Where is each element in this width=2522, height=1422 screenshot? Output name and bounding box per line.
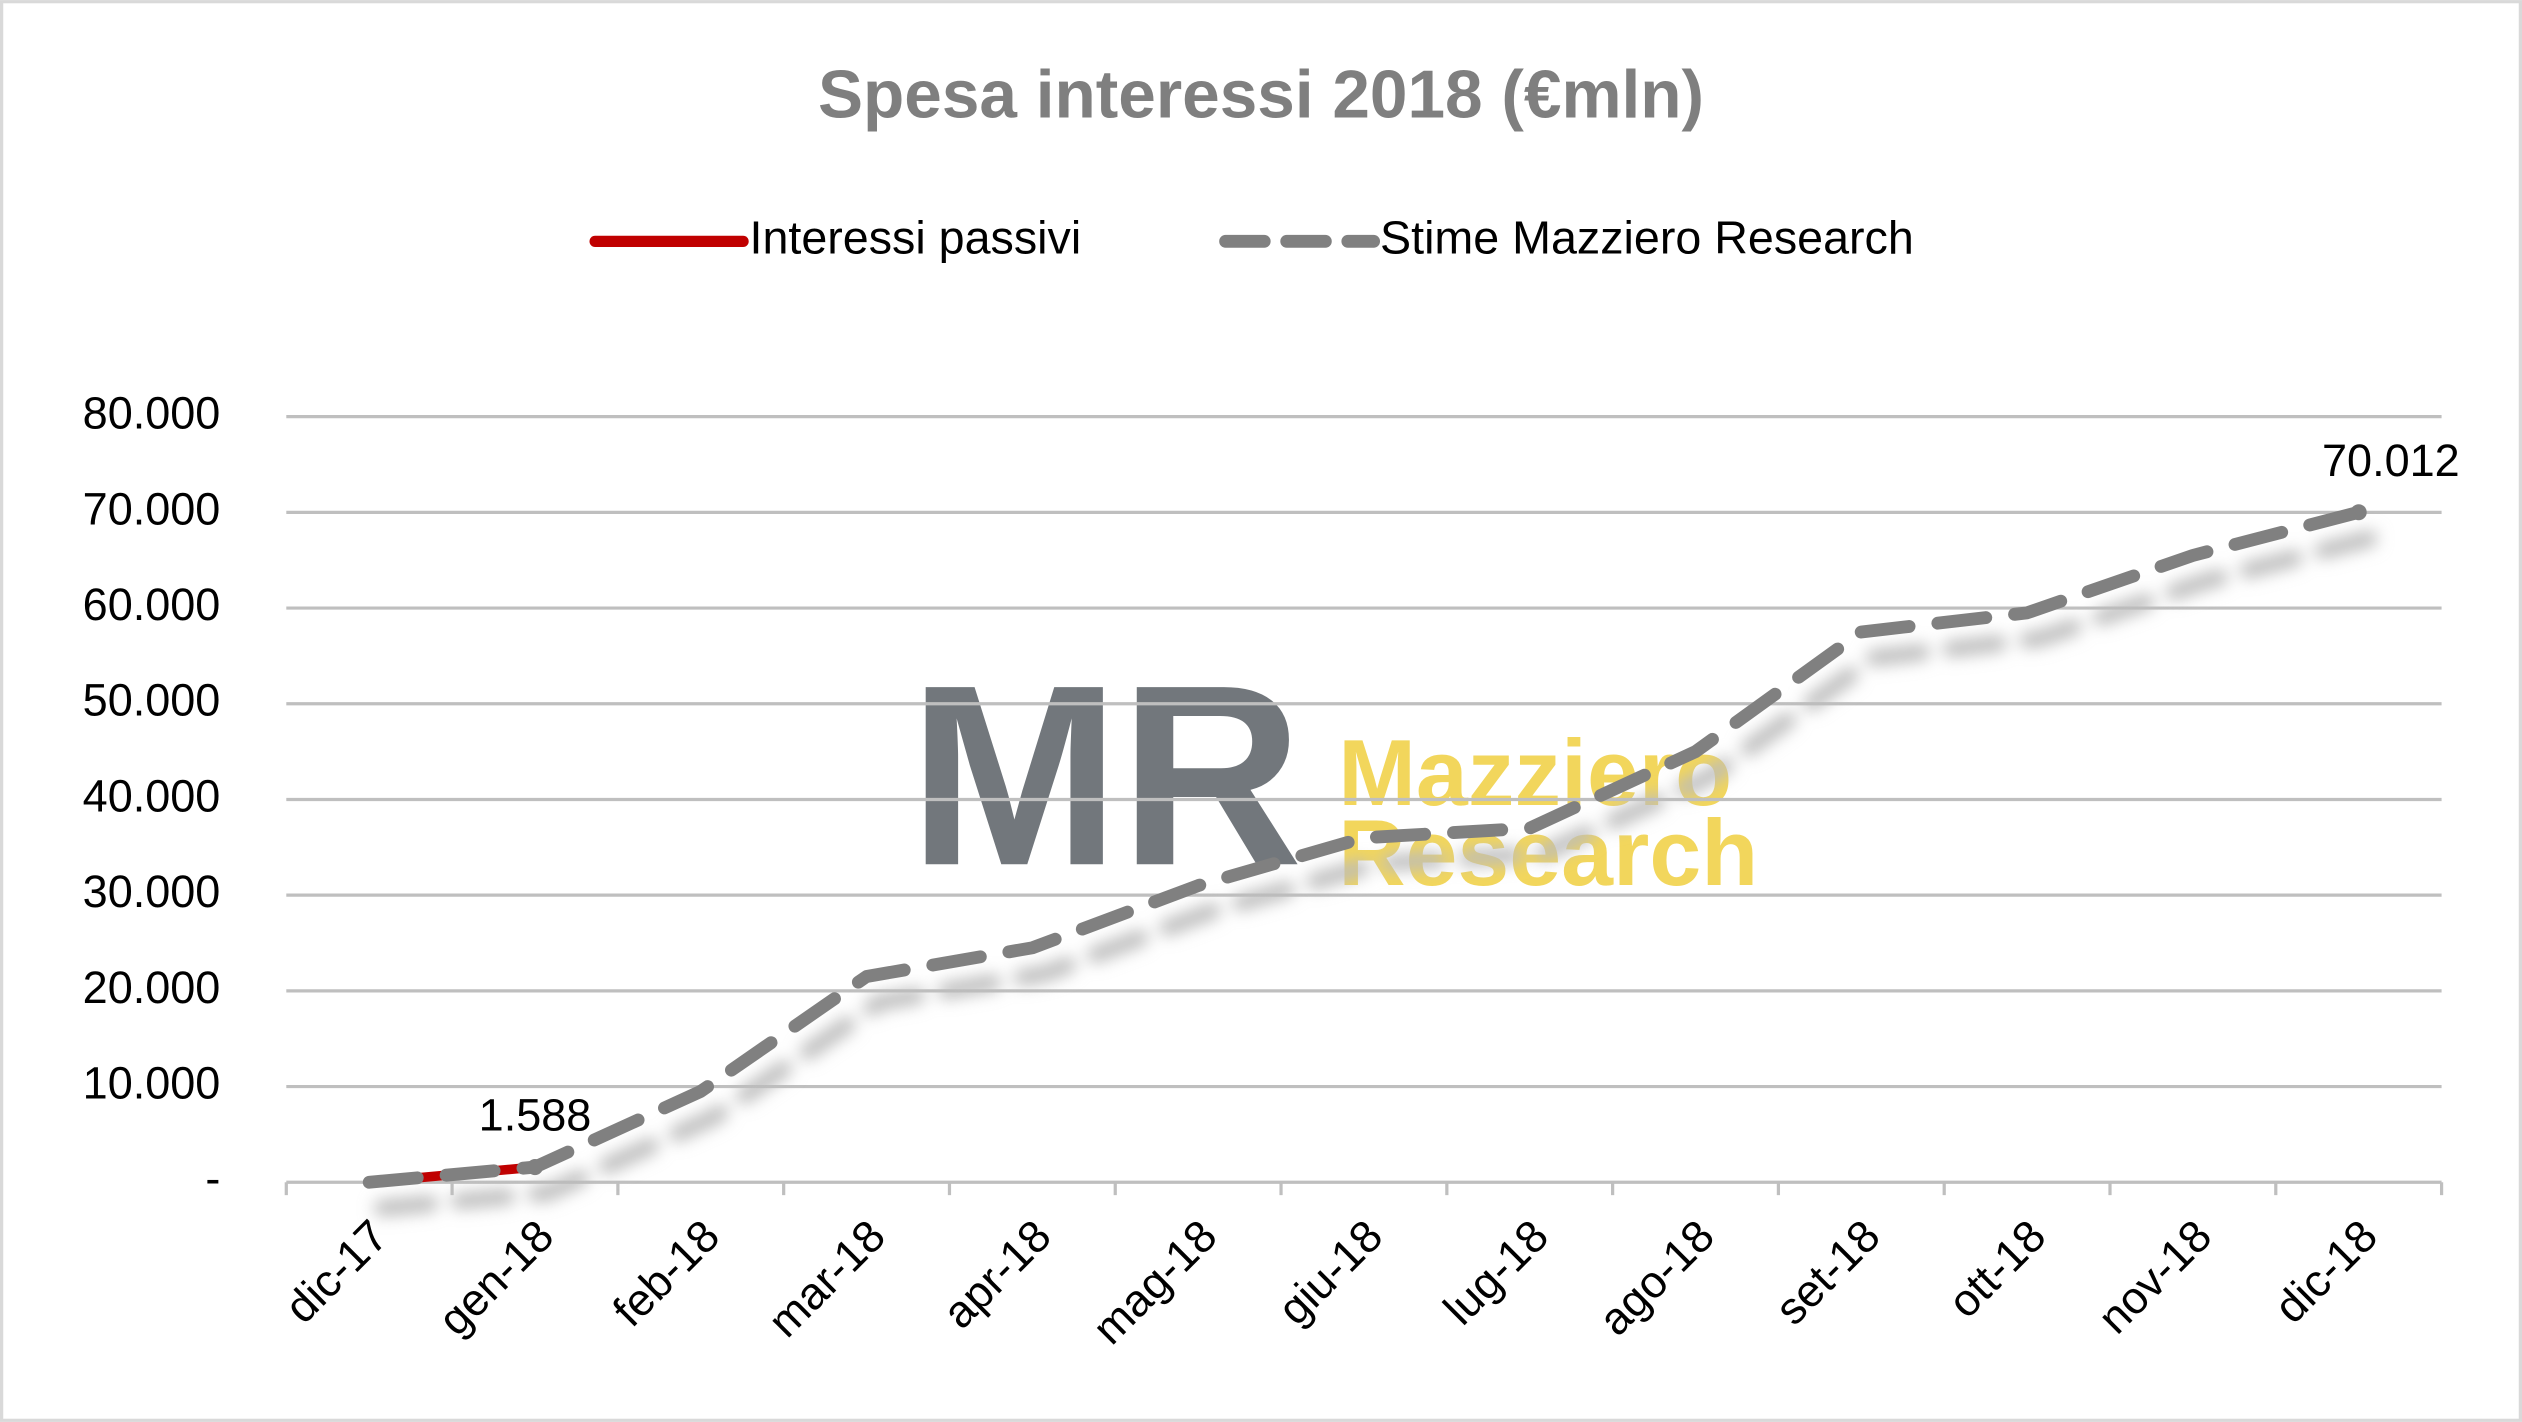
y-tick-label: 10.000 (83, 1057, 221, 1108)
line (362, 505, 2366, 1189)
watermark: MR Mazziero Research (909, 631, 1758, 919)
chart-title: Spesa interessi 2018 (€mln) (818, 58, 1704, 133)
y-tick-label: 30.000 (83, 866, 221, 917)
watermark-text: Mazziero (1338, 721, 1732, 825)
y-tick-label: 80.000 (83, 388, 221, 439)
point (526, 1159, 544, 1176)
legend-label: Stime Mazziero Research (1380, 212, 1914, 264)
data-label: 1.588 (479, 1090, 592, 1141)
y-tick-label: 70.000 (83, 483, 221, 534)
y-tick-label: 20.000 (83, 962, 221, 1013)
y-tick-label: 40.000 (83, 770, 221, 821)
legend-label: Interessi passivi (750, 212, 1082, 264)
data-label: 70.012 (2322, 435, 2460, 486)
y-tick-label: 60.000 (83, 579, 221, 630)
y-tick-label: 50.000 (83, 675, 221, 726)
line-shadow (374, 529, 2380, 1217)
y-tick-label: - (205, 1153, 220, 1204)
point (2350, 504, 2367, 521)
